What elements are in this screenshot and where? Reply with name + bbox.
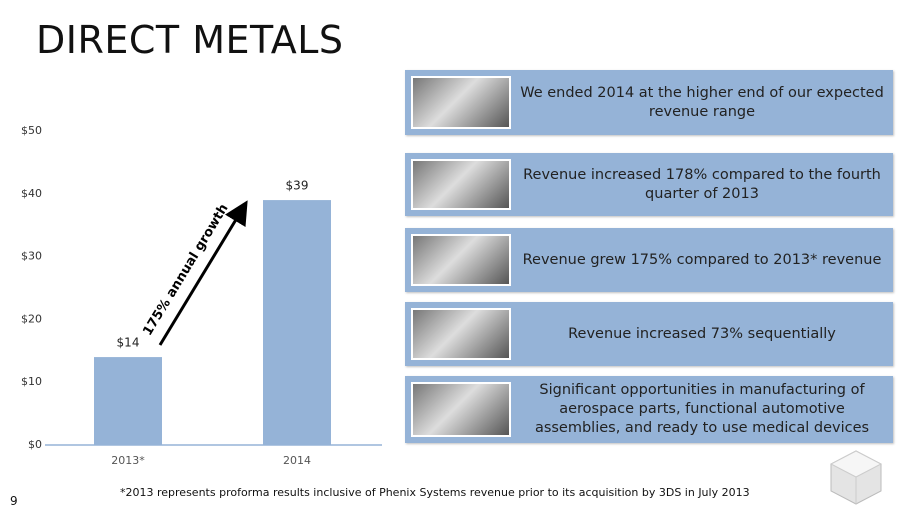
- info-panel: Revenue grew 175% compared to 2013* reve…: [405, 228, 893, 292]
- x-tick-label: 2014: [283, 454, 311, 467]
- info-panel: Significant opportunities in manufacturi…: [405, 376, 893, 443]
- info-panel: We ended 2014 at the higher end of our e…: [405, 70, 893, 135]
- panel-text: Revenue increased 178% compared to the f…: [523, 166, 881, 202]
- chart: 175% annual growth $0 $10 $20 $30 $40 $50 2013…: [21, 124, 382, 467]
- panel-text: Revenue increased 73% sequentially: [568, 325, 836, 342]
- panel-text: Revenue grew 175% compared to 2013* reve…: [522, 251, 882, 268]
- panel-image: [411, 159, 511, 210]
- panel-image: [411, 76, 511, 129]
- panel-image: [411, 234, 511, 286]
- panel-text: We ended 2014 at the higher end of our e…: [520, 84, 884, 120]
- footnote: *2013 represents proforma results inclus…: [120, 486, 750, 499]
- page-number: 9: [10, 494, 18, 508]
- info-panel: Revenue increased 73% sequentially: [405, 302, 893, 366]
- value-label: $14: [117, 336, 140, 350]
- y-tick-label: $40: [21, 187, 42, 200]
- logo: [829, 450, 883, 505]
- panel-text: Significant opportunities in manufacturi…: [534, 382, 870, 436]
- info-panel: Revenue increased 178% compared to the f…: [405, 153, 893, 216]
- value-label: $39: [286, 179, 309, 193]
- panel-image: [411, 382, 511, 437]
- bar: [263, 200, 331, 445]
- slide-title: DIRECT METALS: [36, 18, 344, 62]
- x-tick-label: 2013*: [111, 454, 145, 467]
- bar: [94, 357, 162, 445]
- y-tick-label: $10: [21, 375, 42, 388]
- growth-annotation: 175% annual growth: [140, 202, 231, 339]
- y-tick-label: $50: [21, 124, 42, 137]
- growth-arrow: [158, 200, 248, 346]
- y-tick-label: $30: [21, 250, 42, 263]
- y-tick-label: $0: [28, 438, 42, 451]
- panel-image: [411, 308, 511, 360]
- y-tick-label: $20: [21, 312, 42, 325]
